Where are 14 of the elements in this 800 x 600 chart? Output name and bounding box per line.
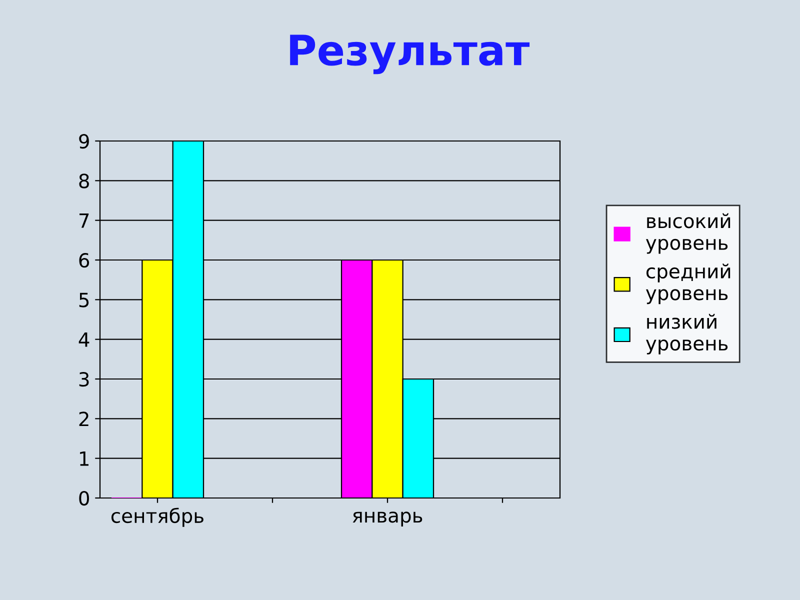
y-tick-label: 1 — [80, 452, 88, 466]
x-tick-label: январь — [352, 512, 422, 527]
y-tick-label: 0 — [79, 490, 89, 506]
y-tick-label: 4 — [78, 332, 90, 347]
y-tick-label: 6 — [79, 252, 90, 268]
y-tick-label: 7 — [80, 214, 89, 228]
x-tick-label: сентябрь — [111, 508, 204, 527]
y-tick-label: 8 — [79, 174, 89, 188]
legend-label: низкий уровень — [646, 314, 728, 354]
y-tick-label: 5 — [79, 292, 89, 308]
y-tick-label: 2 — [79, 412, 88, 426]
y-tick-label: 9 — [79, 134, 89, 149]
chart-title: Результат — [290, 34, 530, 74]
y-tick-label: 3 — [79, 372, 89, 387]
